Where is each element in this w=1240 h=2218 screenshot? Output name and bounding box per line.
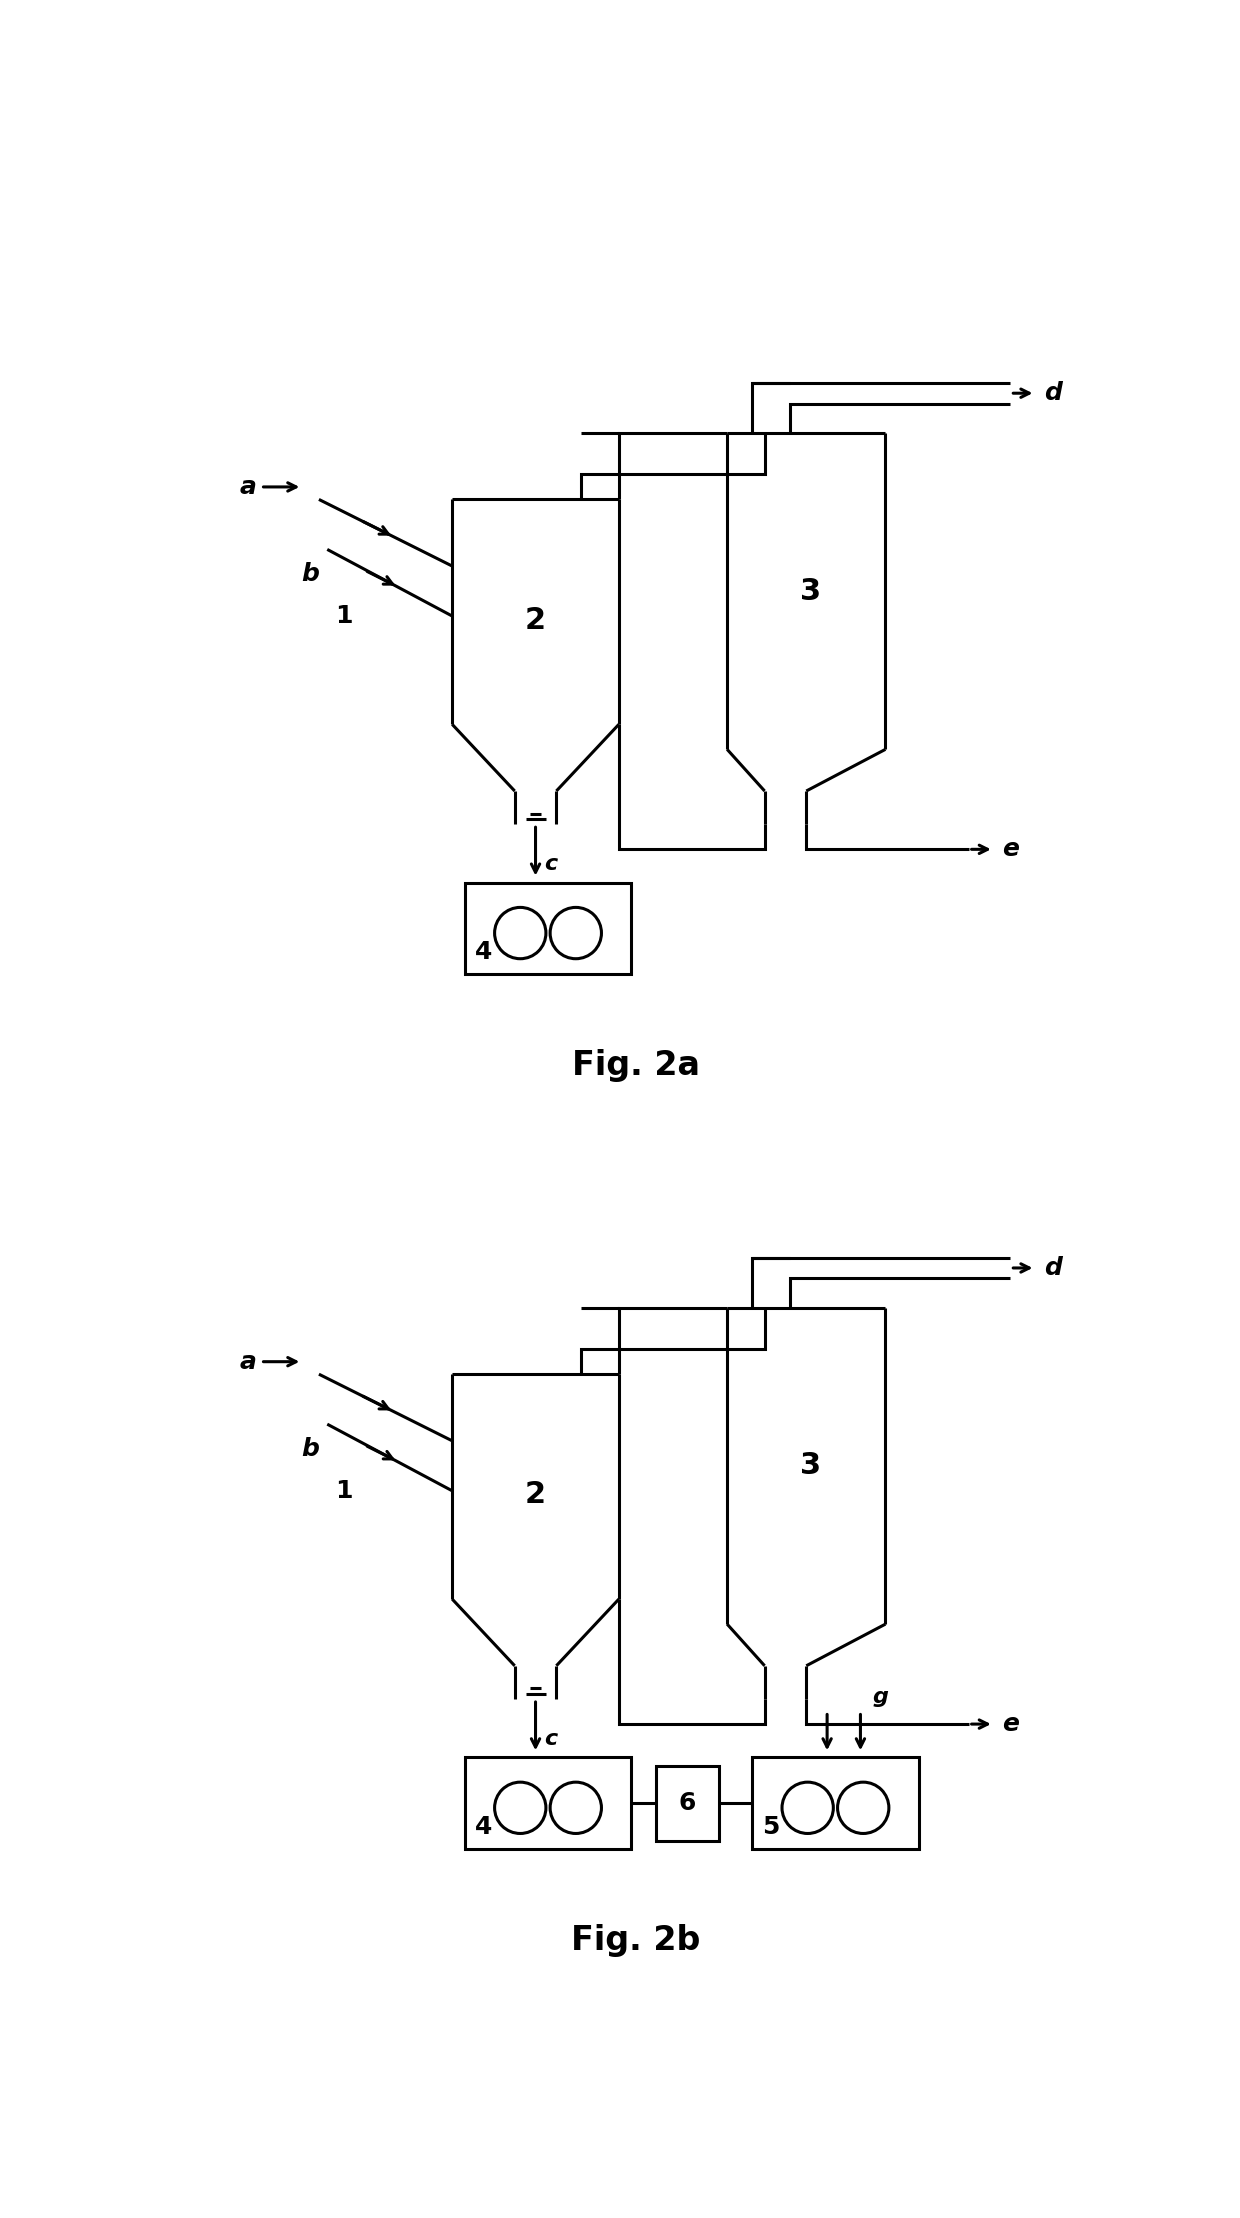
Text: 2: 2 — [525, 606, 546, 634]
Text: Fig. 2a: Fig. 2a — [572, 1049, 699, 1082]
Text: d: d — [1044, 1255, 1061, 1280]
Text: 1: 1 — [335, 603, 352, 628]
Text: Fig. 2b: Fig. 2b — [570, 1925, 701, 1956]
Text: g: g — [873, 1688, 889, 1708]
Text: 1: 1 — [335, 1479, 352, 1504]
Text: a: a — [239, 475, 257, 499]
Bar — [465, 1757, 631, 1850]
Text: 4: 4 — [475, 1814, 492, 1839]
Bar — [465, 883, 631, 974]
Text: 3: 3 — [800, 1451, 821, 1479]
Text: b: b — [301, 1437, 320, 1462]
Bar — [753, 1757, 919, 1850]
Text: b: b — [301, 563, 320, 586]
Text: c: c — [544, 854, 557, 874]
Text: 2: 2 — [525, 1479, 546, 1510]
Bar — [656, 1766, 719, 1841]
Text: a: a — [239, 1351, 257, 1373]
Text: 6: 6 — [678, 1792, 696, 1814]
Text: 5: 5 — [763, 1814, 780, 1839]
Text: e: e — [1002, 838, 1019, 861]
Text: d: d — [1044, 381, 1061, 406]
Text: 3: 3 — [800, 577, 821, 606]
Text: e: e — [1002, 1712, 1019, 1737]
Text: c: c — [544, 1730, 557, 1750]
Text: 4: 4 — [475, 940, 492, 965]
